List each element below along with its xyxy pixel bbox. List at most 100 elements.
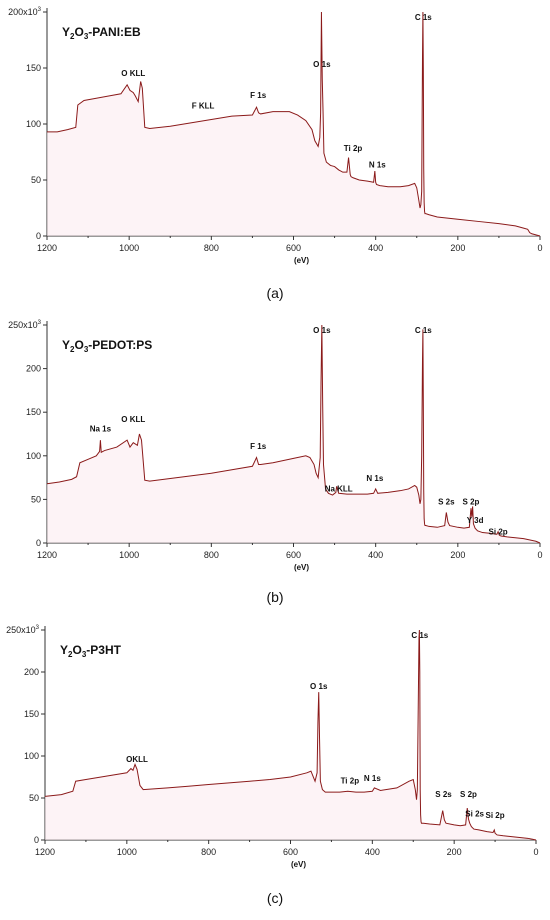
x-tick-label: 200 (447, 847, 462, 857)
peak-label: OKLL (126, 755, 148, 764)
figure-caption: (a) (266, 285, 283, 301)
xps-panel-c: 1200 1000 800 600 400 200 0 0 50 100 150 200 250x103… (0, 610, 550, 915)
y-tick-label: 100 (26, 119, 41, 129)
figure-caption: (b) (266, 589, 283, 605)
x-axis-label: (eV) (291, 860, 306, 869)
peak-label: N 1s (364, 774, 381, 783)
x-tick-label: 800 (204, 550, 219, 560)
chart-title-part: Y (62, 338, 70, 352)
spectrum-area (45, 630, 536, 840)
chart-title: Y2O3-P3HT (60, 643, 122, 659)
peak-label: N 1s (369, 161, 386, 170)
x-tick-label: 800 (201, 847, 216, 857)
spectrum-line (47, 11, 541, 237)
x-tick-label: 400 (368, 550, 383, 560)
y-tick-label: 50 (31, 175, 41, 185)
figure-caption: (c) (267, 890, 283, 906)
x-tick-label: 1200 (35, 847, 55, 857)
chart-title-part: Y (62, 25, 70, 39)
peak-label: S 2p (460, 790, 477, 799)
y-tick-label: 150 (26, 63, 41, 73)
spectrum-area (47, 12, 540, 236)
y-tick-label: 150 (26, 407, 41, 417)
chart-title: Y2O3-PANI:EB (62, 25, 141, 41)
chart-title: Y2O3-PEDOT:PS (62, 338, 152, 354)
xps-chart-b: 1200 1000 800 600 400 200 0 0 50 100 150 200 250x103… (8, 320, 542, 605)
chart-title-part: O (74, 338, 83, 352)
peak-label: C 1s (415, 13, 432, 22)
peak-label: F 1s (250, 442, 267, 451)
xps-panel-a: 1200 1000 800 600 400 200 0 0 50 100 150 200x103 (eV… (0, 0, 550, 305)
chart-title-part: 3 (84, 345, 89, 354)
x-tick-label: 1200 (37, 550, 57, 560)
xps-chart-a: 1200 1000 800 600 400 200 0 0 50 100 150 200x103 (eV… (8, 7, 542, 301)
peak-label: S 2p (463, 498, 480, 507)
spectrum-area (47, 325, 540, 543)
peak-label: F 1s (250, 91, 267, 100)
chart-title-part: 3 (82, 650, 87, 659)
peak-label: N 1s (366, 474, 383, 483)
peak-label: Ti 2p (341, 777, 360, 786)
y-tick-label: 0 (34, 835, 39, 845)
peak-label: O KLL (121, 415, 145, 424)
chart-title-part: Y (60, 643, 68, 657)
chart-title-part: -P3HT (86, 643, 121, 657)
peak-label: O 1s (313, 326, 331, 335)
chart-title-part: O (72, 643, 81, 657)
y-tick-label: 150 (24, 709, 39, 719)
chart-title-part: O (74, 25, 83, 39)
y-tick-label: 50 (29, 793, 39, 803)
y-tick-label: 100 (24, 751, 39, 761)
x-axis-label: (eV) (294, 256, 309, 265)
x-tick-label: 0 (537, 550, 542, 560)
x-tick-label: 1000 (119, 550, 139, 560)
peak-label: Y 3d (467, 516, 484, 525)
peak-label: Na 1s (90, 424, 112, 433)
x-tick-label: 1000 (119, 243, 139, 253)
peak-label: C 1s (415, 326, 432, 335)
peak-label: Si 2s (465, 809, 484, 818)
x-tick-label: 0 (537, 243, 542, 253)
peak-label: C 1s (411, 631, 428, 640)
xps-chart-c: 1200 1000 800 600 400 200 0 0 50 100 150 200 250x103… (6, 625, 538, 906)
x-tick-label: 1200 (37, 243, 57, 253)
peak-label: F KLL (192, 101, 215, 110)
chart-title-part: -PEDOT:PS (88, 338, 152, 352)
peak-label: Si 2p (486, 811, 505, 820)
x-tick-label: 0 (533, 847, 538, 857)
peak-label: S 2s (438, 498, 455, 507)
peak-label: O 1s (310, 682, 328, 691)
y-tick-label: 100 (26, 451, 41, 461)
spectrum-line (44, 629, 537, 841)
y-tick-exponent: 3 (36, 625, 40, 631)
x-tick-label: 600 (286, 550, 301, 560)
x-tick-label: 200 (450, 243, 465, 253)
peak-label: O 1s (313, 60, 331, 69)
chart-title-part: 3 (84, 32, 89, 41)
y-tick-label: 200x103 (8, 7, 42, 17)
peak-label: Si 2p (489, 527, 508, 536)
spectrum-line (46, 324, 541, 544)
chart-title-part: 2 (68, 650, 73, 659)
x-tick-label: 400 (365, 847, 380, 857)
x-tick-label: 400 (368, 243, 383, 253)
y-tick-exponent: 3 (38, 7, 42, 13)
chart-title-part: -PANI:EB (88, 25, 141, 39)
y-tick-exponent: 3 (38, 320, 42, 326)
x-axis-label: (eV) (294, 563, 309, 572)
peak-label: S 2s (435, 790, 452, 799)
y-tick-label: 200 (26, 364, 41, 374)
x-tick-label: 200 (450, 550, 465, 560)
peak-label: O KLL (121, 69, 145, 78)
x-tick-label: 600 (286, 243, 301, 253)
y-tick-label: 50 (31, 494, 41, 504)
chart-title-part: 2 (70, 32, 75, 41)
y-tick-label: 0 (36, 538, 41, 548)
x-tick-label: 800 (204, 243, 219, 253)
y-tick-label: 0 (36, 231, 41, 241)
peak-label: Ti 2p (344, 144, 363, 153)
y-tick-label: 200 (24, 667, 39, 677)
chart-title-part: 2 (70, 345, 75, 354)
x-tick-label: 600 (283, 847, 298, 857)
peak-label: Na KLL (325, 485, 353, 494)
